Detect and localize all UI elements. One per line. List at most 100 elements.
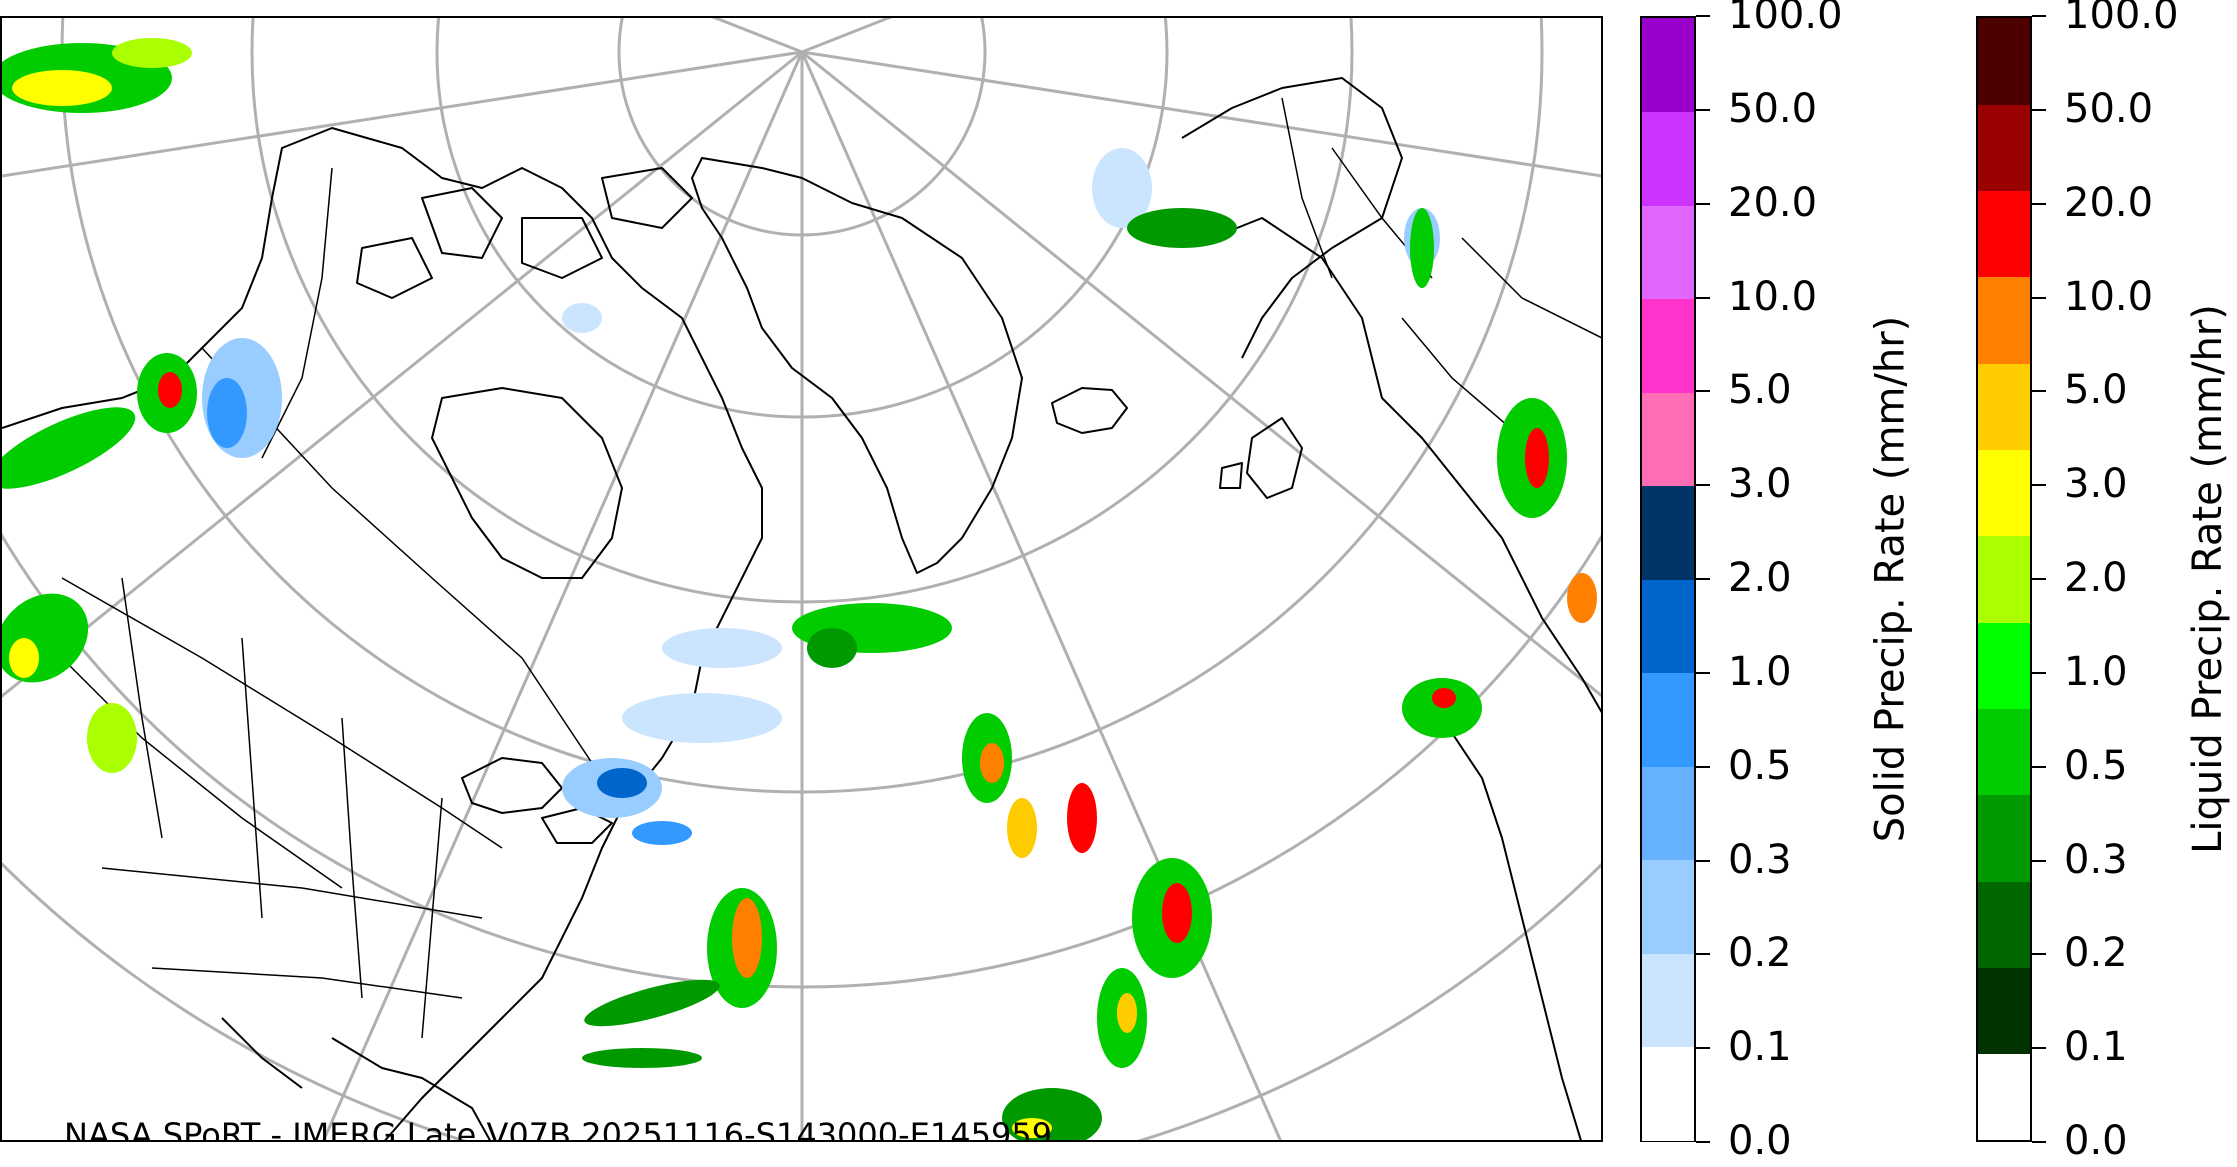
north-america-coast [2, 127, 763, 1140]
solid-tick-mark [1696, 671, 1710, 674]
liquid-tick-label: 2.0 [2064, 555, 2128, 601]
solid-tick-mark [1696, 108, 1710, 111]
state-line-1 [61, 577, 503, 849]
british-isles [1219, 417, 1303, 499]
solid-colorbar-cell [1642, 111, 1694, 206]
liquid-tick-label: 0.5 [2064, 742, 2128, 789]
solid-colorbar-cell [1642, 18, 1694, 112]
solid-tick-label: 3.0 [1728, 461, 1792, 508]
liquid-tick-label: 0.1 [2064, 1024, 2128, 1071]
great-lakes [461, 757, 613, 844]
liquid-tick-mark [2032, 390, 2046, 393]
liquid-tick-mark [2032, 953, 2046, 956]
solid-colorbar-cell [1642, 298, 1694, 393]
solid-colorbar-cell [1642, 766, 1694, 860]
solid-colorbar-cell [1642, 953, 1694, 1047]
liquid-colorbar-cell [1978, 190, 2030, 278]
solid-tick-label: 0.3 [1728, 836, 1792, 883]
greenland-outline [691, 157, 1023, 574]
state-line-4 [241, 637, 263, 919]
solid-colorbar-cell [1642, 859, 1694, 954]
us-canada-border [201, 347, 603, 779]
liquid-tick-label: 20.0 [2064, 179, 2154, 226]
meridian-55e [801, 50, 1601, 178]
solid-colorbar-cell [1642, 205, 1694, 299]
liquid-colorbar-cell [1978, 1053, 2030, 1141]
africa-coast [1441, 717, 1582, 1140]
state-line-3 [121, 577, 163, 839]
solid-tick-mark [1696, 765, 1710, 768]
state-line-2 [41, 637, 343, 889]
meridian-95w [2, 50, 803, 698]
liquid-tick-mark [2032, 202, 2046, 205]
solid-tick-label: 50.0 [1728, 85, 1818, 132]
mediterranean-rain [1402, 678, 1482, 738]
solid-tick-mark [1696, 859, 1710, 862]
solid-tick-label: 0.5 [1728, 742, 1792, 789]
solid-tick-label: 0.2 [1728, 930, 1792, 977]
solid-colorbar-cell [1642, 672, 1694, 767]
solid-tick-mark [1696, 296, 1710, 299]
liquid-tick-mark [2032, 108, 2046, 111]
state-line-7 [101, 867, 483, 919]
liquid-tick-mark [2032, 765, 2046, 768]
liquid-colorbar-cell [1978, 449, 2030, 537]
map-canvas [2, 18, 1601, 1140]
state-line-6 [421, 797, 443, 1039]
liquid-tick-mark [2032, 15, 2046, 17]
solid-precip [202, 148, 1440, 845]
solid-tick-label: 2.0 [1728, 555, 1792, 601]
liquid-tick-label: 10.0 [2064, 273, 2154, 320]
liquid-tick-mark [2032, 1047, 2046, 1050]
liquid-colorbar-cell [1978, 18, 2030, 105]
liquid-tick-label: 0.0 [2064, 1118, 2128, 1164]
solid-tick-mark [1696, 390, 1710, 393]
solid-tick-mark [1696, 484, 1710, 487]
liquid-colorbar-cell [1978, 363, 2030, 451]
solid-tick-label: 0.0 [1728, 1118, 1792, 1164]
solid-colorbar [1640, 16, 1696, 1142]
solid-tick-label: 0.1 [1728, 1024, 1792, 1071]
arctic-islands [356, 167, 693, 299]
meridian-75e [801, 18, 893, 54]
liquid-colorbar-cell [1978, 104, 2030, 192]
scandinavia-snow [1092, 148, 1152, 228]
liquid-colorbar-cell [1978, 708, 2030, 796]
meridian-135w [2, 50, 803, 178]
liquid-tick-label: 0.2 [2064, 930, 2128, 977]
liquid-tick-label: 50.0 [2064, 85, 2154, 132]
liquid-colorbar [1976, 16, 2032, 1142]
meridian-5e [801, 50, 1601, 698]
canada-territory-line [261, 167, 333, 459]
liquid-tick-mark [2032, 1141, 2046, 1143]
credit-text: NASA SPoRT - IMERG Late V07B 20251116-S1… [64, 1116, 1053, 1142]
political-boundaries [41, 97, 1601, 1039]
florida-gulf-coast [221, 1017, 491, 1140]
coastlines [2, 77, 1601, 1140]
meridians [2, 18, 1601, 1140]
solid-colorbar-title: Solid Precip. Rate (mm/hr) [1866, 315, 1913, 843]
precipitation-map: NASA SPoRT - IMERG Late V07B 20251116-S1… [0, 16, 1603, 1142]
liquid-tick-label: 3.0 [2064, 461, 2128, 508]
solid-tick-label: 5.0 [1728, 367, 1792, 414]
liquid-precip [2, 38, 1597, 1140]
solid-tick-mark [1696, 1141, 1710, 1143]
liquid-colorbar-cell [1978, 794, 2030, 882]
liquid-colorbar-cell [1978, 967, 2030, 1055]
hudson-bay-outline [431, 387, 623, 579]
liquid-colorbar-cell [1978, 881, 2030, 968]
solid-tick-mark [1696, 202, 1710, 205]
solid-tick-mark [1696, 1047, 1710, 1050]
iceland-outline [1051, 387, 1128, 434]
state-line-8 [151, 967, 463, 999]
europe-coast [1211, 217, 1601, 714]
liquid-tick-mark [2032, 671, 2046, 674]
meridian-65w [322, 51, 804, 1140]
liquid-colorbar-cell [1978, 276, 2030, 364]
liquid-tick-label: 1.0 [2064, 648, 2128, 695]
solid-colorbar-cell [1642, 485, 1694, 580]
solid-tick-label: 100.0 [1728, 0, 1843, 38]
liquid-tick-label: 100.0 [2064, 0, 2179, 38]
solid-tick-mark [1696, 578, 1710, 580]
liquid-tick-label: 5.0 [2064, 367, 2128, 414]
